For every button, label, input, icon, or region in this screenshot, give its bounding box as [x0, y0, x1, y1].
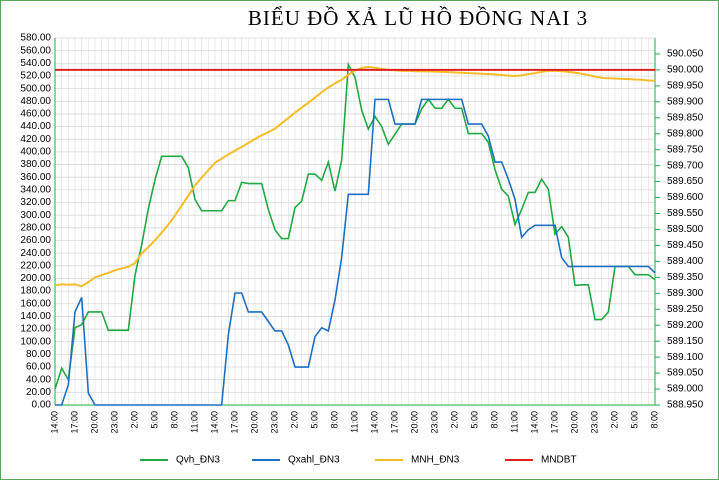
y2-tick-label: 589.050 — [667, 368, 704, 379]
y2-tick-label: 589.250 — [667, 304, 704, 315]
x-tick-label: 23:00 — [589, 411, 599, 434]
y2-tick-label: 589.350 — [667, 272, 704, 283]
x-tick-label: 20:00 — [409, 411, 419, 434]
x-tick-label: 20:00 — [249, 411, 259, 434]
y-tick-label: 560.00 — [20, 45, 51, 56]
y-tick-label: 140.00 — [20, 311, 51, 322]
y-tick-label: 520.00 — [20, 71, 51, 82]
chart-title: BIỂU ĐỒ XẢ LŨ HỒ ĐỒNG NAI 3 — [248, 6, 588, 30]
x-tick-label: 17:00 — [389, 411, 399, 434]
x-tick-label: 11:00 — [349, 411, 359, 433]
legend-label: MNDBT — [541, 455, 577, 466]
y-tick-label: 480.00 — [20, 96, 51, 107]
legend-label: Qvh_ĐN3 — [176, 455, 220, 466]
x-tick-label: 14:00 — [209, 411, 219, 434]
y-tick-label: 360.00 — [20, 172, 51, 183]
x-tick-label: 8:00 — [329, 411, 339, 429]
y2-tick-label: 589.400 — [667, 256, 704, 267]
x-tick-label: 23:00 — [429, 411, 439, 434]
x-tick-label: 14:00 — [49, 411, 59, 434]
y2-tick-label: 589.900 — [667, 96, 704, 107]
y2-tick-label: 590.050 — [667, 49, 704, 60]
y-tick-label: 280.00 — [20, 222, 51, 233]
x-tick-label: 5:00 — [469, 411, 479, 429]
x-tick-label: 17:00 — [229, 411, 239, 434]
y-tick-label: 460.00 — [20, 109, 51, 120]
y-tick-label: 120.00 — [20, 324, 51, 335]
y2-tick-label: 589.800 — [667, 128, 704, 139]
y-tick-label: 200.00 — [20, 273, 51, 284]
y-tick-label: 240.00 — [20, 248, 51, 259]
y2-tick-label: 589.550 — [667, 208, 704, 219]
y2-tick-label: 589.100 — [667, 352, 704, 363]
y-tick-label: 80.00 — [26, 349, 51, 360]
y-tick-label: 160.00 — [20, 298, 51, 309]
x-tick-label: 20:00 — [89, 411, 99, 434]
y-tick-label: 180.00 — [20, 286, 51, 297]
series-line — [54, 61, 656, 390]
x-tick-label: 11:00 — [189, 411, 199, 433]
x-tick-label: 17:00 — [549, 411, 559, 434]
legend-label: MNH_ĐN3 — [411, 455, 460, 466]
x-tick-label: 2:00 — [129, 411, 139, 429]
legend-label: Qxahl_ĐN3 — [288, 455, 340, 466]
x-tick-label: 5:00 — [309, 411, 319, 429]
y2-tick-label: 589.950 — [667, 81, 704, 92]
x-tick-label: 8:00 — [169, 411, 179, 429]
y2-tick-label: 589.450 — [667, 240, 704, 251]
x-tick-label: 2:00 — [289, 411, 299, 429]
y2-tick-label: 590.000 — [667, 65, 704, 76]
x-tick-label: 2:00 — [449, 411, 459, 429]
x-tick-label: 5:00 — [149, 411, 159, 429]
y-tick-label: 40.00 — [26, 374, 51, 385]
x-tick-label: 8:00 — [489, 411, 499, 429]
y2-tick-label: 589.700 — [667, 160, 704, 171]
y-tick-label: 60.00 — [26, 362, 51, 373]
x-tick-label: 17:00 — [69, 411, 79, 434]
x-tick-label: 20:00 — [569, 411, 579, 434]
y2-tick-label: 589.750 — [667, 144, 704, 155]
series-line — [55, 98, 656, 406]
x-tick-label: 14:00 — [369, 411, 379, 434]
y2-tick-label: 589.600 — [667, 192, 704, 203]
x-tick-label: 23:00 — [269, 411, 279, 434]
y2-tick-label: 589.300 — [667, 288, 704, 299]
y-tick-label: 260.00 — [20, 235, 51, 246]
x-tick-label: 14:00 — [529, 411, 539, 434]
y2-tick-label: 589.500 — [667, 224, 704, 235]
y-tick-label: 400.00 — [20, 147, 51, 158]
x-tick-label: 8:00 — [649, 411, 659, 429]
y-tick-label: 340.00 — [20, 185, 51, 196]
y-tick-label: 320.00 — [20, 197, 51, 208]
y2-tick-label: 589.850 — [667, 112, 704, 123]
y-tick-label: 420.00 — [20, 134, 51, 145]
y-tick-label: 100.00 — [20, 336, 51, 347]
x-tick-label: 2:00 — [609, 411, 619, 429]
y-tick-label: 500.00 — [20, 83, 51, 94]
y-tick-label: 580.00 — [20, 33, 51, 44]
y2-tick-label: 589.650 — [667, 176, 704, 187]
y-tick-label: 440.00 — [20, 121, 51, 132]
y-tick-label: 20.00 — [26, 387, 51, 398]
y2-tick-label: 589.200 — [667, 320, 704, 331]
y2-tick-label: 589.000 — [667, 384, 704, 395]
x-tick-label: 11:00 — [509, 411, 519, 433]
y-tick-label: 0.00 — [32, 400, 52, 411]
y2-tick-label: 589.150 — [667, 336, 704, 347]
y-tick-label: 300.00 — [20, 210, 51, 221]
x-tick-label: 5:00 — [629, 411, 639, 429]
x-tick-label: 23:00 — [109, 411, 119, 434]
y-tick-label: 380.00 — [20, 159, 51, 170]
y-tick-label: 220.00 — [20, 260, 51, 271]
y-tick-label: 540.00 — [20, 58, 51, 69]
y2-tick-label: 588.950 — [667, 400, 704, 411]
